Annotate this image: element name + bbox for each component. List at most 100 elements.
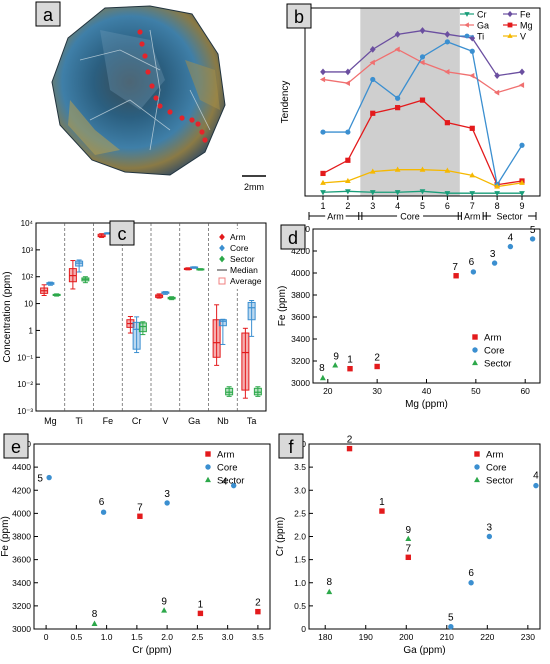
point-cr <box>469 191 476 197</box>
point-cr <box>494 191 500 197</box>
legend-marker <box>507 10 513 18</box>
core-shaded-region <box>360 8 460 196</box>
laser-spots <box>137 29 208 143</box>
x-tick-label: 2.5 <box>191 632 203 642</box>
x-axis-label: Ga (ppm) <box>403 645 445 656</box>
point-ga <box>419 59 425 66</box>
point-ga <box>344 80 350 87</box>
legend-marker <box>219 255 225 263</box>
point-arm <box>374 363 380 370</box>
point-mg <box>370 110 376 116</box>
panel-label: d <box>288 228 298 248</box>
box-ti-sector <box>81 276 90 284</box>
y-tick-label: 3600 <box>291 312 310 322</box>
legend-marker <box>205 451 211 457</box>
cr-vs-ga-scatter: 180 190 200 210 220 230 0 0.5 1.0 1.5 2.0 2.5 3.0 3.5… <box>275 433 541 656</box>
panel-d: 2030405060300032003400360038004000420044… <box>275 215 550 430</box>
laser-spot <box>189 117 195 123</box>
x-tick-label: 3.5 <box>252 632 264 642</box>
legend-label: Average <box>230 276 262 286</box>
x-tick-label: 30 <box>372 386 382 396</box>
x-tick-label: Ta <box>247 416 257 426</box>
legend-marker <box>507 33 513 38</box>
box-body <box>132 321 141 350</box>
point-cr <box>419 189 426 195</box>
laser-spot <box>137 29 143 35</box>
point-ga <box>469 72 475 79</box>
point-core <box>507 243 514 250</box>
legend-marker <box>472 359 478 366</box>
point-label: 9 <box>406 525 412 536</box>
panel-label: c <box>118 224 127 244</box>
x-tick-label: 8 <box>495 201 500 211</box>
legend-label: Arm <box>486 450 504 461</box>
x-axis-label: Mg (ppm) <box>405 399 448 410</box>
crystal-yellow-zone-right <box>185 60 220 110</box>
point-label: 2 <box>347 435 353 446</box>
point-ga <box>369 59 375 66</box>
point-label: 3 <box>490 249 496 260</box>
box-body <box>225 387 234 396</box>
x-tick-label: Fe <box>103 416 114 426</box>
legend-label: Core <box>230 243 249 253</box>
x-tick-label: Ti <box>76 416 83 426</box>
laser-spot <box>195 121 201 127</box>
legend-marker <box>464 33 470 39</box>
y-axis-label: Concentration (ppm) <box>2 271 13 362</box>
laser-spot <box>157 103 163 109</box>
panel-label-box <box>35 1 61 27</box>
point-ti <box>345 129 351 135</box>
point-label: 5 <box>530 225 536 236</box>
box-mg-arm <box>40 284 49 296</box>
zone-label: Arm <box>327 212 344 222</box>
x-tick-label: 9 <box>519 201 524 211</box>
point-label: 2 <box>255 598 261 609</box>
point-mg <box>444 120 450 126</box>
point-cr <box>394 190 401 196</box>
legend-label: Core <box>486 463 507 474</box>
x-tick-label: 60 <box>520 386 530 396</box>
legend-label: Ga <box>477 21 489 31</box>
legend-label: Mg <box>520 21 533 31</box>
y-tick-label: 3000 <box>12 624 31 634</box>
legend-label: Arm <box>230 232 246 242</box>
zone-label-bg <box>491 210 529 222</box>
box-v-sector <box>167 296 176 301</box>
y-tick-label: 4200 <box>12 485 31 495</box>
concentration-boxplot: 10⁻³ 10⁻² 10⁻¹ 1 10 10² 10³ 10⁴ Concentration (p… <box>2 219 267 426</box>
legend-label: Arm <box>217 450 235 461</box>
legend-marker <box>474 451 480 457</box>
point-core <box>533 482 539 489</box>
point-arm <box>346 445 353 452</box>
x-tick-label: 40 <box>422 386 432 396</box>
box-mg-sector <box>52 293 61 297</box>
point-label: 3 <box>164 489 170 500</box>
box-body <box>247 301 256 321</box>
zone-label-bg <box>462 210 483 222</box>
point-ga <box>518 82 525 88</box>
laser-spot <box>202 137 208 143</box>
point-v <box>469 172 476 178</box>
point-core <box>164 500 170 506</box>
x-tick-label: 20 <box>323 386 333 396</box>
x-tick-label: 230 <box>521 632 535 642</box>
box-ga-sector <box>196 268 205 271</box>
point-arm <box>255 608 261 615</box>
x-tick-label: 2.0 <box>161 632 173 642</box>
legend-label: Cr <box>477 10 487 20</box>
x-tick-label: 200 <box>399 632 413 642</box>
point-v <box>419 166 426 172</box>
y-tick-label: 4200 <box>291 246 310 256</box>
legend-marker <box>205 464 211 470</box>
point-label: 7 <box>406 543 412 554</box>
legend-marker <box>219 233 225 241</box>
zone-label: Arm <box>464 212 481 222</box>
x-tick-label: 3.0 <box>222 632 234 642</box>
y-tick-label: 10² <box>21 273 33 282</box>
point-sector <box>332 362 339 368</box>
legend-label: Median <box>230 265 258 275</box>
point-cr <box>519 191 525 197</box>
zone-label-bg <box>397 210 424 222</box>
panel-c: 10⁻³ 10⁻² 10⁻¹ 1 10 10² 10³ 10⁴ Concentration (p… <box>0 215 275 430</box>
legend-average-marker <box>218 277 226 285</box>
